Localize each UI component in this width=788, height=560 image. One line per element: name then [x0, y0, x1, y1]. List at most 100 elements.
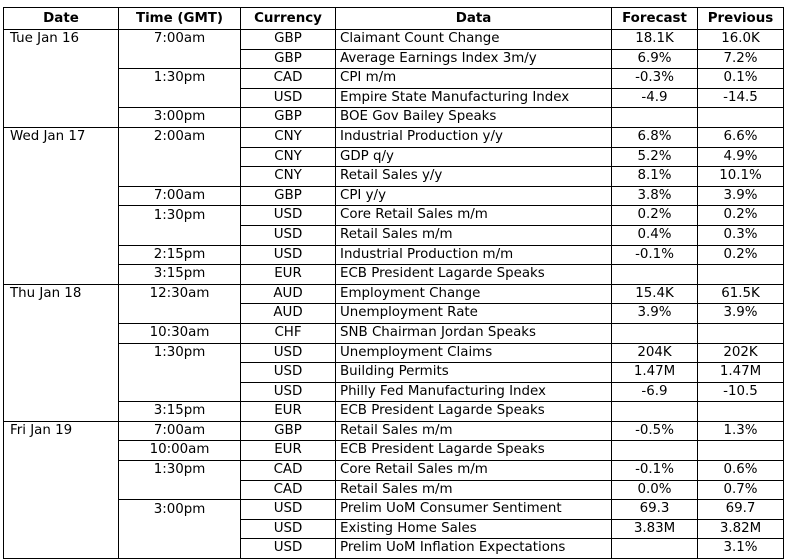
forecast-cell: 1.47M	[611, 362, 698, 383]
data-cell: Unemployment Claims	[335, 342, 612, 364]
currency-cell: EUR	[240, 264, 336, 285]
previous-cell	[697, 264, 784, 285]
data-cell: Philly Fed Manufacturing Index	[335, 381, 612, 403]
table-row: 10:30am CHF SNB Chairman Jordan Speaks	[4, 322, 784, 344]
currency-cell: USD	[240, 538, 336, 560]
previous-cell: -14.5	[697, 87, 784, 109]
currency-cell: EUR	[240, 401, 336, 422]
data-cell: ECB President Lagarde Speaks	[335, 401, 612, 422]
currency-cell: USD	[240, 342, 336, 364]
table-row: 3:15pm EUR ECB President Lagarde Speaks	[4, 401, 784, 422]
date-cell: Thu Jan 18	[3, 283, 119, 422]
time-cell: 3:15pm	[118, 264, 241, 285]
time-cell	[118, 147, 241, 167]
table-row: 3:15pm EUR ECB President Lagarde Speaks	[4, 264, 784, 285]
time-cell: 12:30am	[118, 283, 241, 304]
table-row: GBP Average Earnings Index 3m/y 6.9% 7.2%	[4, 48, 784, 70]
header-forecast: Forecast	[611, 7, 698, 30]
forecast-cell: 3.8%	[611, 185, 698, 207]
currency-cell: EUR	[240, 440, 336, 462]
previous-cell: 61.5K	[697, 283, 784, 305]
currency-cell: GBP	[240, 185, 336, 207]
time-cell	[118, 88, 241, 109]
header-date: Date	[3, 7, 119, 30]
data-cell: ECB President Lagarde Speaks	[335, 440, 612, 462]
time-cell: 1:30pm	[118, 342, 241, 363]
table-row: Thu Jan 18 12:30am AUD Employment Change 15.…	[3, 283, 784, 422]
forecast-cell: 6.8%	[611, 126, 698, 148]
currency-cell: USD	[240, 224, 336, 246]
table-row: USD Retail Sales m/m 0.4% 0.3%	[4, 224, 784, 246]
time-cell: 7:00am	[118, 29, 241, 50]
data-cell: Prelim UoM Inflation Expectations	[335, 538, 612, 560]
table-row: CAD Retail Sales m/m 0.0% 0.7%	[4, 479, 784, 501]
forecast-cell: 0.4%	[611, 224, 698, 246]
table-row: AUD Unemployment Rate 3.9% 3.9%	[4, 303, 784, 324]
data-cell: Empire State Manufacturing Index	[335, 87, 612, 109]
previous-cell: 0.2%	[697, 244, 784, 266]
currency-cell: CAD	[240, 68, 336, 89]
header-row: Date Time (GMT) Currency Data Forecast P…	[3, 7, 784, 30]
currency-cell: USD	[240, 205, 336, 226]
forecast-cell: 0.0%	[611, 479, 698, 501]
time-cell: 10:00am	[118, 440, 241, 462]
data-cell: Employment Change	[335, 283, 612, 305]
forecast-cell	[611, 107, 698, 128]
currency-cell: GBP	[240, 107, 336, 128]
forecast-cell: -0.1%	[611, 460, 698, 481]
currency-cell: CAD	[240, 479, 336, 501]
forecast-cell: -0.1%	[611, 244, 698, 266]
time-cell	[118, 303, 241, 324]
economic-calendar-table: Date Time (GMT) Currency Data Forecast P…	[3, 7, 784, 560]
currency-cell: AUD	[240, 283, 336, 305]
data-cell: Average Earnings Index 3m/y	[335, 48, 612, 70]
time-cell: 7:00am	[118, 420, 241, 442]
forecast-cell	[611, 440, 698, 462]
forecast-cell	[611, 401, 698, 422]
currency-cell: GBP	[240, 29, 336, 50]
table-row: 7:00am GBP CPI y/y 3.8% 3.9%	[4, 185, 784, 207]
time-cell: 1:30pm	[118, 205, 241, 226]
currency-cell: CNY	[240, 146, 336, 168]
data-cell: Claimant Count Change	[335, 29, 612, 50]
previous-cell: 3.9%	[697, 303, 784, 324]
forecast-cell	[611, 538, 698, 560]
data-cell: Retail Sales y/y	[335, 166, 612, 187]
forecast-cell: 0.2%	[611, 205, 698, 226]
data-cell: Core Retail Sales m/m	[335, 460, 612, 481]
table-body: Tue Jan 16 7:00am GBP Claimant Count Change…	[3, 29, 784, 560]
previous-cell: 7.2%	[697, 48, 784, 70]
previous-cell: 3.1%	[697, 538, 784, 560]
table-row: USD Prelim UoM Inflation Expectations 3.1%	[4, 538, 784, 560]
table-row: USD Philly Fed Manufacturing Index -6.9 -10…	[4, 381, 784, 403]
data-cell: Industrial Production m/m	[335, 244, 612, 266]
previous-cell: 4.9%	[697, 146, 784, 168]
previous-cell: 1.3%	[697, 420, 784, 442]
data-cell: ECB President Lagarde Speaks	[335, 264, 612, 285]
time-cell: 3:15pm	[118, 401, 241, 422]
currency-cell: CAD	[240, 460, 336, 481]
currency-cell: USD	[240, 362, 336, 383]
time-cell: 3:00pm	[118, 107, 241, 128]
table-row: CNY GDP q/y 5.2% 4.9%	[4, 146, 784, 168]
table-row: 1:30pm USD Core Retail Sales m/m 0.2% 0.2%	[4, 205, 784, 226]
table-row: 1:30pm USD Unemployment Claims 204K 202K	[4, 342, 784, 364]
table-row: USD Existing Home Sales 3.83M 3.82M	[4, 518, 784, 540]
previous-cell: 0.2%	[697, 205, 784, 226]
data-cell: Retail Sales m/m	[335, 224, 612, 246]
date-cell: Fri Jan 19	[3, 420, 119, 560]
time-cell: 3:00pm	[118, 499, 241, 520]
time-cell	[118, 362, 241, 383]
data-cell: Retail Sales m/m	[335, 479, 612, 501]
previous-cell: -10.5	[697, 381, 784, 403]
table-row: 10:00am EUR ECB President Lagarde Speaks	[4, 440, 784, 462]
table-row: Wed Jan 17 2:00am CNY Industrial Production…	[3, 126, 784, 285]
time-cell	[118, 49, 241, 70]
data-cell: Retail Sales m/m	[335, 420, 612, 442]
forecast-cell: -0.3%	[611, 68, 698, 89]
forecast-cell: -0.5%	[611, 420, 698, 442]
previous-cell: 69.7	[697, 499, 784, 520]
previous-cell: 10.1%	[697, 166, 784, 187]
currency-cell: CNY	[240, 166, 336, 187]
header-time: Time (GMT)	[118, 7, 241, 30]
